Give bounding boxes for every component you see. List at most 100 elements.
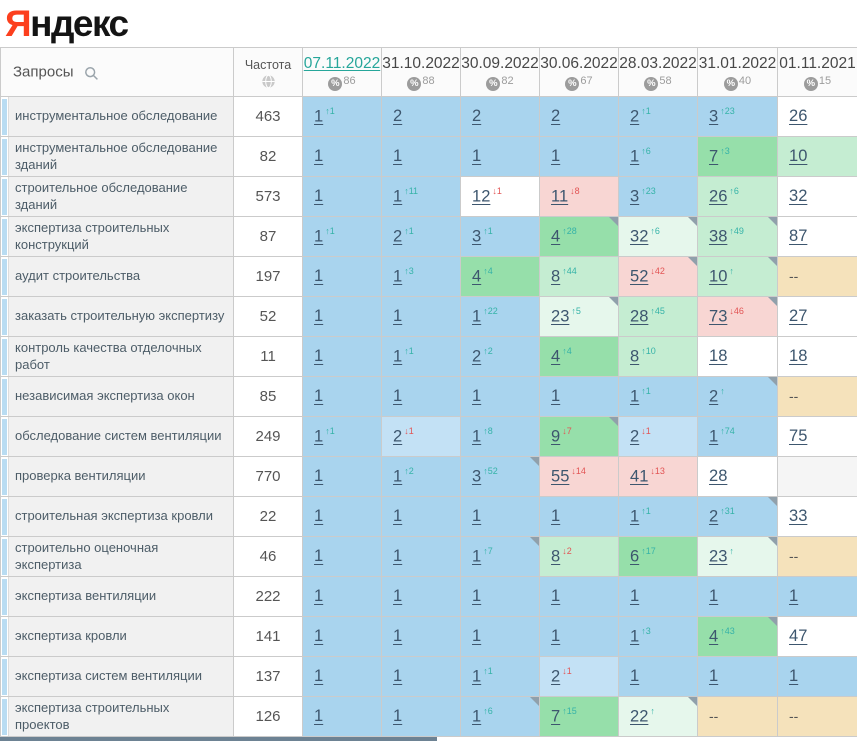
globe-icon[interactable] (261, 74, 276, 89)
position-link[interactable]: 1 (393, 667, 403, 685)
position-link[interactable]: 26 (789, 107, 808, 125)
query-text[interactable]: независимая экспертиза окон (15, 388, 195, 404)
position-link[interactable]: 1 (314, 467, 324, 485)
row-select-strip[interactable] (0, 576, 9, 617)
position-link[interactable]: 2 (551, 107, 561, 125)
position-link[interactable]: 1 (630, 387, 640, 406)
position-link[interactable]: 7 (551, 707, 561, 726)
position-link[interactable]: 1 (630, 627, 640, 646)
position-link[interactable]: 1 (393, 467, 403, 486)
position-link[interactable]: 1 (551, 587, 561, 605)
query-text[interactable]: экспертиза строительных конструкций (15, 220, 170, 252)
query-text[interactable]: инструментальное обследование (15, 108, 218, 124)
position-link[interactable]: 1 (472, 547, 482, 566)
query-text[interactable]: строительное обследование зданий (15, 180, 188, 212)
row-select-strip[interactable] (0, 216, 9, 257)
position-link[interactable]: 1 (393, 627, 403, 645)
position-link[interactable]: 1 (314, 627, 324, 645)
position-link[interactable]: 18 (709, 347, 728, 365)
position-link[interactable]: 1 (393, 707, 403, 725)
position-link[interactable]: 1 (789, 587, 799, 605)
row-select-strip[interactable] (0, 456, 9, 497)
position-link[interactable]: 4 (472, 267, 482, 286)
query-text[interactable]: экспертиза строительных проектов (15, 700, 170, 732)
position-link[interactable]: 1 (393, 267, 403, 286)
position-link[interactable]: 87 (789, 227, 808, 245)
position-link[interactable]: 1 (314, 307, 324, 325)
position-link[interactable]: 1 (314, 347, 324, 365)
position-link[interactable]: 1 (314, 387, 324, 405)
query-text[interactable]: проверка вентиляции (15, 468, 146, 484)
position-link[interactable]: 1 (314, 187, 324, 205)
query-text[interactable]: экспертиза вентиляции (15, 588, 157, 604)
query-text[interactable]: контроль качества отделочных работ (15, 340, 202, 372)
position-link[interactable]: 1 (472, 387, 482, 405)
position-link[interactable]: 1 (472, 587, 482, 605)
position-link[interactable]: 1 (393, 307, 403, 325)
position-link[interactable]: 1 (709, 427, 719, 446)
position-link[interactable]: 1 (551, 507, 561, 525)
position-link[interactable]: 1 (709, 667, 719, 685)
position-link[interactable]: 8 (551, 267, 561, 286)
position-link[interactable]: 1 (472, 307, 482, 326)
query-text[interactable]: инструментальное обследование зданий (15, 140, 218, 172)
row-select-strip[interactable] (0, 336, 9, 377)
position-link[interactable]: 7 (709, 147, 719, 166)
position-link[interactable]: 23 (551, 307, 570, 326)
row-select-strip[interactable] (0, 96, 9, 137)
position-link[interactable]: 3 (630, 187, 640, 206)
position-link[interactable]: 1 (314, 227, 324, 246)
position-link[interactable]: 6 (630, 547, 640, 566)
query-text[interactable]: аудит строительства (15, 268, 141, 284)
position-link[interactable]: 1 (314, 107, 324, 126)
query-text[interactable]: экспертиза систем вентиляции (15, 668, 203, 684)
search-icon[interactable] (84, 66, 99, 81)
position-link[interactable]: 32 (630, 227, 649, 246)
position-link[interactable]: 1 (393, 547, 403, 565)
row-select-strip[interactable] (0, 696, 9, 737)
position-link[interactable]: 1 (472, 507, 482, 525)
position-link[interactable]: 1 (630, 147, 640, 166)
row-select-strip[interactable] (0, 616, 9, 657)
position-link[interactable]: 4 (551, 227, 561, 246)
position-link[interactable]: 2 (709, 387, 719, 406)
position-link[interactable]: 1 (630, 587, 640, 605)
position-link[interactable]: 1 (393, 387, 403, 405)
position-link[interactable]: 1 (314, 667, 324, 685)
row-select-strip[interactable] (0, 256, 9, 297)
date-link[interactable]: 31.10.2022 (382, 55, 460, 72)
position-link[interactable]: 3 (472, 467, 482, 486)
position-link[interactable]: 1 (393, 147, 403, 165)
row-select-strip[interactable] (0, 376, 9, 417)
position-link[interactable]: 1 (551, 387, 561, 405)
position-link[interactable]: 27 (789, 307, 808, 325)
row-select-strip[interactable] (0, 296, 9, 337)
position-link[interactable]: 1 (551, 627, 561, 645)
position-link[interactable]: 73 (709, 307, 728, 326)
position-link[interactable]: 1 (314, 587, 324, 605)
position-link[interactable]: 28 (709, 467, 728, 485)
row-select-strip[interactable] (0, 536, 9, 577)
position-link[interactable]: 3 (709, 107, 719, 126)
position-link[interactable]: 47 (789, 627, 808, 645)
row-select-strip[interactable] (0, 176, 9, 217)
position-link[interactable]: 8 (630, 347, 640, 366)
date-link[interactable]: 07.11.2022 (303, 55, 381, 72)
position-link[interactable]: 12 (472, 187, 491, 206)
position-link[interactable]: 2 (472, 347, 482, 366)
date-link[interactable]: 31.01.2022 (698, 55, 777, 72)
position-link[interactable]: 1 (314, 547, 324, 565)
position-link[interactable]: 22 (630, 707, 649, 726)
position-link[interactable]: 8 (551, 547, 561, 566)
position-link[interactable]: 1 (393, 587, 403, 605)
position-link[interactable]: 1 (630, 667, 640, 685)
position-link[interactable]: 1 (314, 427, 324, 446)
position-link[interactable]: 1 (789, 667, 799, 685)
date-link[interactable]: 30.06.2022 (540, 55, 618, 72)
position-link[interactable]: 2 (472, 107, 482, 125)
position-link[interactable]: 2 (709, 507, 719, 526)
position-link[interactable]: 1 (472, 667, 482, 686)
date-link[interactable]: 30.09.2022 (461, 55, 539, 72)
position-link[interactable]: 2 (551, 667, 561, 686)
row-select-strip[interactable] (0, 656, 9, 697)
